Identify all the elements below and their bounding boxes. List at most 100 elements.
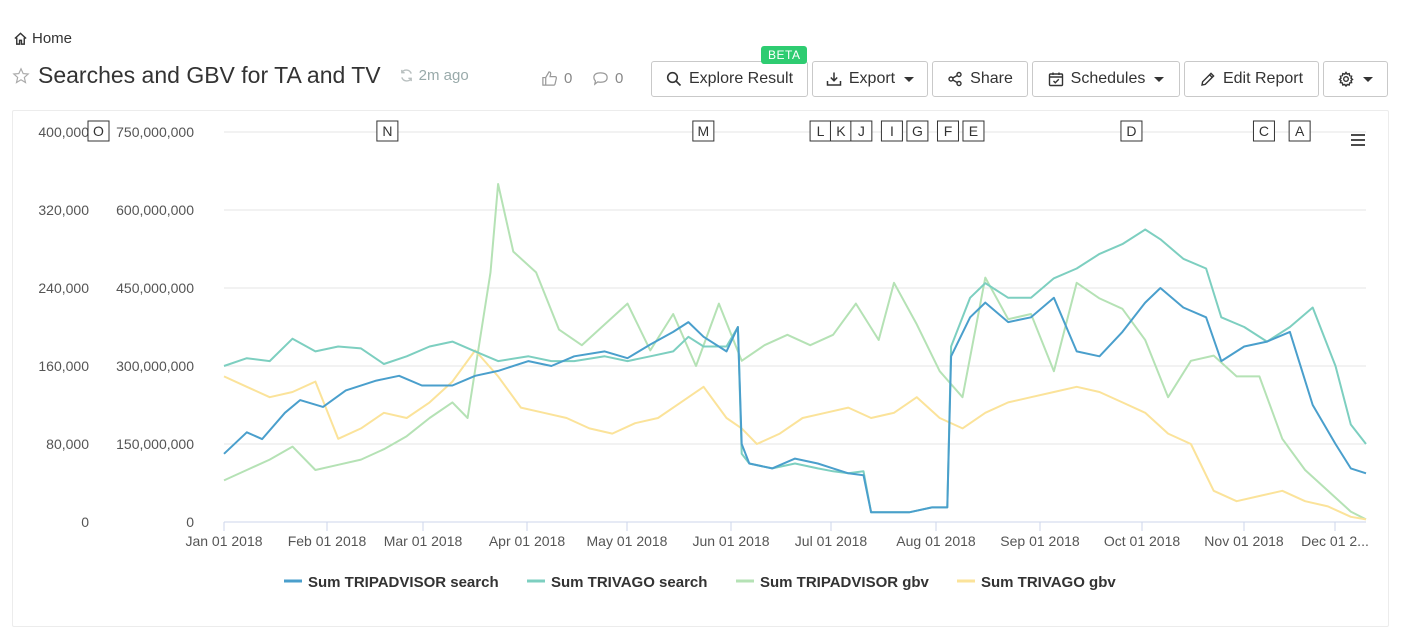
annotation-label: D: [1126, 123, 1136, 139]
edit-report-label: Edit Report: [1222, 70, 1304, 87]
right-axis-tick-label: 300,000,000: [116, 358, 194, 374]
breadcrumb-home-link[interactable]: Home: [32, 30, 73, 47]
x-axis-tick-label: Oct 01 2018: [1104, 533, 1180, 549]
thumbs-up-icon: [542, 71, 557, 86]
left-axis-tick-label: 320,000: [38, 202, 89, 218]
legend-item-label[interactable]: Sum TRIPADVISOR search: [308, 574, 499, 591]
annotation-label: A: [1295, 123, 1305, 139]
left-axis-tick-label: 400,000: [38, 124, 89, 140]
comment-icon: [593, 72, 608, 86]
annotation-label: M: [698, 123, 710, 139]
explore-result-label: Explore Result: [688, 70, 794, 87]
annotation-label: E: [969, 123, 978, 139]
like-counter[interactable]: 0: [541, 70, 572, 87]
comment-count: 0: [615, 70, 624, 87]
pencil-icon: [1201, 72, 1215, 86]
annotation-label: F: [944, 123, 953, 139]
x-axis-tick-label: May 01 2018: [587, 533, 668, 549]
download-icon: [826, 72, 842, 86]
annotation-flag: [962, 120, 985, 142]
chart-grid: [224, 131, 1366, 523]
refresh-status[interactable]: 2m ago: [399, 67, 469, 84]
right-y-axis: 750,000,000 600,000,000 450,000,000 300,000…: [116, 124, 194, 530]
series-line-1: [223, 228, 1367, 514]
chart-menu-icon[interactable]: [1350, 133, 1366, 147]
settings-button[interactable]: [1323, 61, 1388, 97]
beta-badge: BETA: [761, 46, 808, 64]
annotation-flag: [87, 120, 110, 142]
chevron-down-icon: [1154, 76, 1165, 82]
share-button[interactable]: Share: [932, 61, 1028, 97]
home-icon[interactable]: [13, 31, 28, 46]
x-axis-tick-label: Aug 01 2018: [896, 533, 976, 549]
refresh-time: 2m ago: [418, 67, 469, 84]
annotation-label: O: [93, 123, 104, 139]
chevron-down-icon: [1363, 76, 1373, 82]
series-line-2: [223, 183, 1367, 521]
left-axis-tick-label: 80,000: [46, 436, 89, 452]
legend-item-label[interactable]: Sum TRIVAGO search: [551, 574, 707, 591]
x-axis-tick-label: Mar 01 2018: [384, 533, 463, 549]
annotation-label: L: [817, 123, 825, 139]
search-icon: [666, 71, 682, 87]
x-axis-tick-label: Jun 01 2018: [692, 533, 769, 549]
gear-icon: [1338, 71, 1354, 87]
series-line-0: [223, 287, 1367, 514]
annotation-flag: [936, 120, 959, 142]
x-axis-tick-label: Jul 01 2018: [795, 533, 868, 549]
annotation-flag: [1252, 120, 1275, 142]
series-lines: [223, 183, 1367, 521]
right-axis-tick-label: 0: [186, 514, 194, 530]
annotation-flag: [850, 120, 873, 142]
right-axis-tick-label: 450,000,000: [116, 280, 194, 296]
legend-item-label[interactable]: Sum TRIPADVISOR gbv: [760, 574, 930, 591]
like-count: 0: [564, 70, 573, 87]
annotation-flag: [1120, 120, 1143, 142]
schedules-button[interactable]: Schedules: [1032, 61, 1180, 97]
edit-report-button[interactable]: Edit Report: [1184, 61, 1319, 97]
legend-item-label[interactable]: Sum TRIVAGO gbv: [981, 574, 1116, 591]
star-icon[interactable]: [12, 66, 30, 85]
x-axis-tick-label: Feb 01 2018: [288, 533, 367, 549]
chart-legend: Sum TRIPADVISOR search Sum TRIVAGO search…: [284, 574, 1116, 591]
share-label: Share: [970, 70, 1013, 87]
left-axis-tick-label: 240,000: [38, 280, 89, 296]
comment-counter[interactable]: 0: [592, 70, 623, 87]
right-axis-tick-label: 750,000,000: [116, 124, 194, 140]
annotation-label: I: [890, 123, 894, 139]
annotation-label: C: [1259, 123, 1269, 139]
export-label: Export: [848, 70, 896, 87]
x-axis-tick-label: Apr 01 2018: [489, 533, 565, 549]
annotation-flag: [692, 120, 715, 142]
annotation-label: N: [382, 123, 392, 139]
refresh-icon: [400, 69, 412, 82]
annotation-label: K: [836, 123, 846, 139]
page-title: Searches and GBV for TA and TV: [38, 62, 381, 88]
export-button[interactable]: Export: [812, 61, 928, 97]
x-axis: Jan 01 2018 Feb 01 2018 Mar 01 2018 Apr 01 …: [185, 522, 1369, 549]
annotation-label: G: [912, 123, 923, 139]
chart-panel: [12, 110, 1389, 627]
share-icon: [948, 71, 962, 87]
annotation-flag: [1288, 120, 1311, 142]
series-line-3: [223, 349, 1367, 521]
explore-result-button[interactable]: Explore Result: [651, 61, 808, 97]
schedules-label: Schedules: [1070, 70, 1146, 87]
x-axis-tick-label: Nov 01 2018: [1204, 533, 1284, 549]
left-axis-tick-label: 160,000: [38, 358, 89, 374]
left-y-axis: 400,000 320,000 240,000 160,000 80,000 0: [38, 124, 89, 530]
annotation-label: J: [858, 123, 865, 139]
annotation-flag: [880, 120, 903, 142]
calendar-check-icon: [1048, 72, 1063, 87]
left-axis-tick-label: 0: [81, 514, 89, 530]
x-axis-tick-label: Sep 01 2018: [1000, 533, 1080, 549]
annotation-flag: [376, 120, 399, 142]
annotation-flag: [906, 120, 929, 142]
right-axis-tick-label: 600,000,000: [116, 202, 194, 218]
breadcrumb: Home: [13, 30, 72, 47]
x-axis-tick-label: Jan 01 2018: [185, 533, 262, 549]
chevron-down-icon: [904, 76, 915, 82]
x-axis-tick-label: Dec 01 2...: [1301, 533, 1369, 549]
